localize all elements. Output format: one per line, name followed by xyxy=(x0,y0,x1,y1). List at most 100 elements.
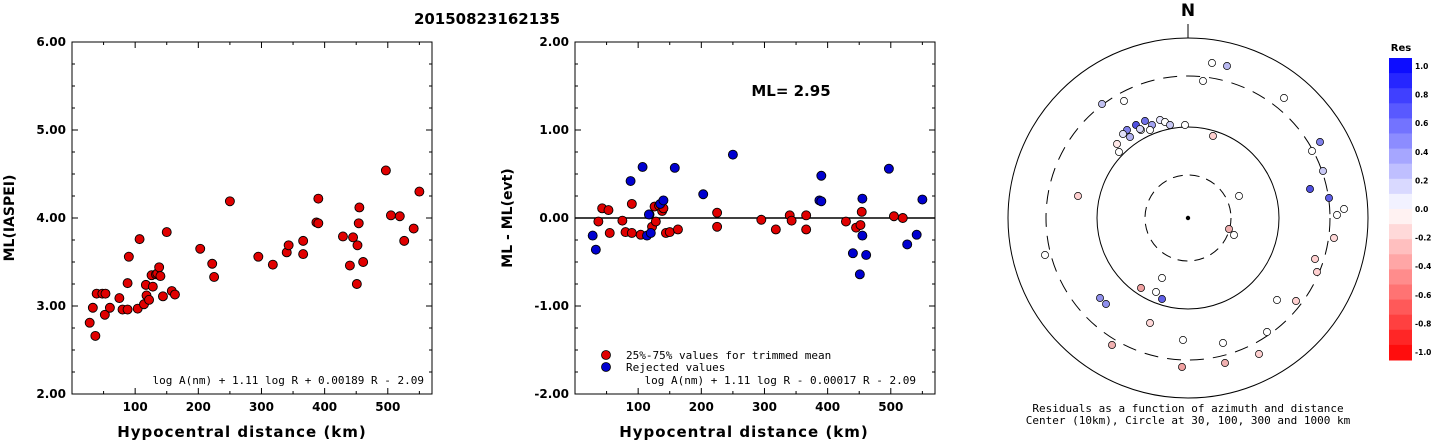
colorbar-cell xyxy=(1389,58,1412,74)
colorbar-tick-label: 1.0 xyxy=(1415,62,1428,71)
residual-point xyxy=(1311,255,1319,263)
colorbar-cell xyxy=(1389,269,1412,285)
colorbar-cell xyxy=(1389,88,1412,104)
residual-point xyxy=(1098,100,1106,108)
residual-point xyxy=(1330,234,1338,242)
residual-point xyxy=(1219,339,1227,347)
data-point-1-s0 xyxy=(408,223,419,234)
colorbar-tick-label: -0.2 xyxy=(1415,234,1431,243)
data-point-2-s1 xyxy=(816,170,827,181)
data-point-2-s0 xyxy=(664,227,675,238)
data-point-1-s0 xyxy=(157,291,168,302)
data-point-2-s1 xyxy=(854,269,865,280)
colorbar-cell xyxy=(1389,344,1412,361)
residual-point xyxy=(1179,336,1187,344)
residual-point xyxy=(1136,125,1144,133)
data-point-1-s0 xyxy=(352,240,363,251)
colorbar-cell xyxy=(1389,163,1412,180)
data-point-2-s1 xyxy=(587,230,598,241)
residual-point xyxy=(1120,97,1128,105)
data-point-2-s0 xyxy=(840,216,851,227)
residual-point xyxy=(1280,94,1288,102)
data-point-2-s1 xyxy=(590,244,601,255)
data-point-1-s0 xyxy=(114,293,125,304)
data-point-1-s0 xyxy=(90,330,101,341)
colorbar-tick-label: -0.8 xyxy=(1415,319,1431,328)
data-point-1-s0 xyxy=(354,202,365,213)
xtick-label: 100 xyxy=(626,400,651,414)
residual-point xyxy=(1146,126,1154,134)
data-point-1-s0 xyxy=(122,278,133,289)
residual-point xyxy=(1308,147,1316,155)
data-point-2-s1 xyxy=(917,194,928,205)
plot-frame-1 xyxy=(71,41,433,395)
residual-point xyxy=(1223,62,1231,70)
data-point-2-s1 xyxy=(861,250,872,260)
residual-point xyxy=(1209,132,1217,140)
data-point-1-s0 xyxy=(209,272,220,282)
residual-point xyxy=(1325,194,1333,202)
circle-30km xyxy=(1144,174,1232,262)
residual-point xyxy=(1340,205,1348,213)
residual-point xyxy=(1273,296,1281,304)
data-point-2-s0 xyxy=(672,224,683,235)
axis-ticks-2: -2.00 -1.00 0.00 1.00 2.00 100 200 300 400 500 xyxy=(534,35,935,414)
data-point-1-s0 xyxy=(123,251,134,262)
residual-point xyxy=(1137,284,1145,292)
data-point-2-s0 xyxy=(855,220,866,230)
colorbar-cell xyxy=(1389,103,1412,119)
data-point-2-s0 xyxy=(593,216,604,227)
residual-point xyxy=(1115,148,1123,156)
xtick-label: 300 xyxy=(249,400,274,414)
colorbar-cell xyxy=(1389,314,1412,331)
data-point-2-s1 xyxy=(857,230,868,241)
data-point-1-s0 xyxy=(313,218,324,229)
residual-point xyxy=(1181,121,1189,129)
residual-point xyxy=(1158,274,1166,282)
residual-point xyxy=(1141,117,1149,125)
ytick-label: 3.00 xyxy=(36,299,66,313)
data-point-1-s0 xyxy=(155,271,166,282)
legend-label-trimmed: 25%-75% values for trimmed mean xyxy=(626,349,831,362)
data-point-2-s0 xyxy=(626,198,637,209)
data-point-1-s0 xyxy=(353,218,364,229)
xtick-label: 500 xyxy=(375,400,400,414)
colorbar-cell xyxy=(1389,239,1412,255)
residual-point xyxy=(1225,225,1233,233)
figure-title: 20150823162135 xyxy=(414,10,560,28)
data-point-2-s0 xyxy=(650,216,661,227)
axis-ticks-1: 2.00 3.00 4.00 5.00 6.00 100 200 300 400 500 xyxy=(36,35,432,414)
residual-points xyxy=(1041,59,1348,371)
data-point-2-s0 xyxy=(626,228,637,238)
panel-ml-residual: -2.00 -1.00 0.00 1.00 2.00 100 200 300 400 500 ML… xyxy=(500,35,936,441)
data-point-2-s1 xyxy=(857,193,868,204)
data-point-1-s0 xyxy=(253,251,264,262)
xlabel-2: Hypocentral distance (km) xyxy=(619,423,869,441)
data-point-1-s0 xyxy=(358,257,369,267)
colorbar-cell xyxy=(1389,73,1412,89)
residual-point xyxy=(1208,59,1216,67)
xtick-label: 100 xyxy=(123,400,148,414)
ml-annotation: ML= 2.95 xyxy=(751,82,830,100)
residual-point xyxy=(1199,77,1207,85)
data-point-1-s0 xyxy=(283,240,294,251)
data-point-1-s0 xyxy=(414,186,425,197)
data-point-2-s0 xyxy=(712,207,723,218)
ylabel-2: ML - ML(evt) xyxy=(500,168,516,267)
ytick-label: 2.00 xyxy=(539,35,569,49)
colorbar-tick-label: -0.6 xyxy=(1415,291,1431,300)
data-point-2-s0 xyxy=(712,221,723,232)
data-point-1-s0 xyxy=(351,279,362,289)
caption-line-2: Center (10km), Circle at 30, 100, 300 an… xyxy=(1026,414,1351,427)
colorbar-ticks: 1.0 0.8 0.6 0.4 0.2 0.0 -0.2 -0.4 -0.6 -0.8 -1.0 xyxy=(1415,62,1431,357)
colorbar: Res 1.0 0.8 0.6 0.4 0.2 0.0 -0.2 -0.4 -0.6 -0.8 -1… xyxy=(1389,43,1431,361)
xtick-label: 200 xyxy=(186,400,211,414)
data-point-2-s1 xyxy=(643,209,654,220)
data-point-1-s0 xyxy=(267,259,278,270)
colorbar-cell xyxy=(1389,299,1412,316)
ytick-label: 5.00 xyxy=(36,123,66,137)
data-point-1-s0 xyxy=(147,281,158,292)
residual-point xyxy=(1313,268,1321,276)
colorbar-tick-label: 0.0 xyxy=(1415,205,1428,214)
colorbar-cell xyxy=(1389,209,1412,225)
